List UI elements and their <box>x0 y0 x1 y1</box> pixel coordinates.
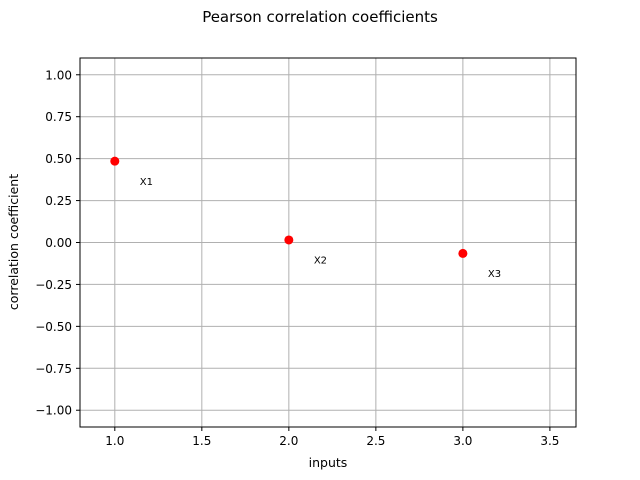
y-tick-label: 0.50 <box>45 152 72 166</box>
point-label: X2 <box>314 256 327 267</box>
data-point <box>110 156 120 166</box>
y-tick-label: −0.50 <box>35 320 72 334</box>
point-label: X3 <box>488 269 501 280</box>
x-axis: 1.0 1.5 2.0 2.5 3.0 3.5 <box>105 427 559 448</box>
grid <box>80 58 576 427</box>
data-points: X1 X2 X3 <box>110 156 501 280</box>
point-label: X1 <box>140 177 153 188</box>
y-axis-label: correlation coefficient <box>6 174 21 310</box>
y-tick-label: −1.00 <box>35 404 72 418</box>
x-tick-label: 2.0 <box>279 434 298 448</box>
y-axis: 1.00 0.75 0.50 0.25 0.00 −0.25 −0.50 −0.75 −1.00 <box>35 68 80 418</box>
data-point <box>284 235 294 245</box>
y-tick-label: −0.25 <box>35 278 72 292</box>
x-tick-label: 3.0 <box>453 434 472 448</box>
x-axis-label: inputs <box>309 455 348 470</box>
chart-title: Pearson correlation coefficients <box>202 8 438 26</box>
x-tick-label: 2.5 <box>366 434 385 448</box>
x-tick-label: 3.5 <box>540 434 559 448</box>
y-tick-label: 1.00 <box>45 68 72 82</box>
y-tick-label: −0.75 <box>35 362 72 376</box>
y-tick-label: 0.25 <box>45 194 72 208</box>
x-tick-label: 1.5 <box>192 434 211 448</box>
x-tick-label: 1.0 <box>105 434 124 448</box>
y-tick-label: 0.00 <box>45 236 72 250</box>
data-point <box>458 248 468 258</box>
y-tick-label: 0.75 <box>45 110 72 124</box>
